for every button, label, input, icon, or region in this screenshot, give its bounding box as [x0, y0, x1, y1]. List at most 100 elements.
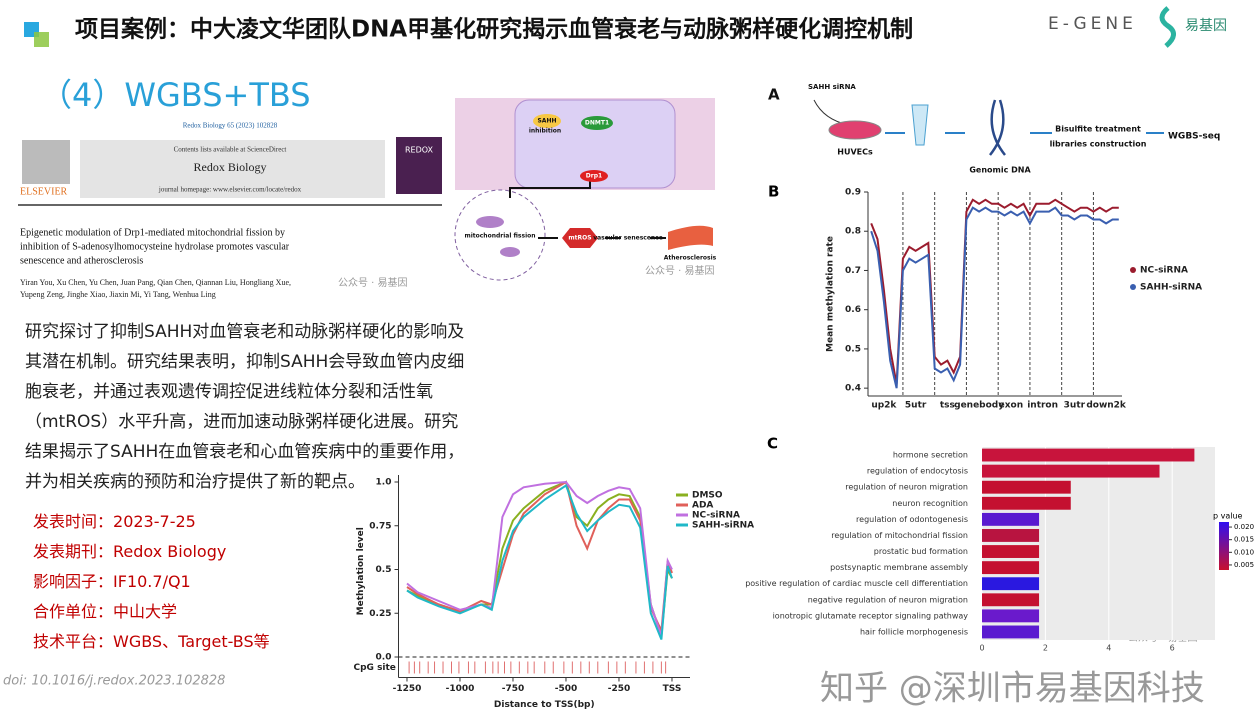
colorbar	[1219, 522, 1229, 570]
paper-authors: Yupeng Zeng, Jinghe Xiao, Jiaxin Mi, Yi …	[20, 290, 216, 299]
info-value: Redox Biology	[113, 542, 226, 561]
x-tick-label: 5utr	[905, 401, 927, 411]
publisher-logo	[22, 140, 70, 184]
y-tick-label: 0.5	[845, 344, 861, 354]
x-tick-label: -1000	[446, 684, 475, 694]
x-tick-label: 3utr	[1064, 401, 1086, 411]
info-value: WGBS、Target-BS等	[113, 632, 270, 651]
cpg-label: CpG site	[354, 663, 396, 673]
panel-a-label: libraries construction	[1050, 140, 1147, 149]
colorbar-title: p value	[1213, 512, 1243, 521]
info-label: 影响因子：	[33, 572, 113, 591]
y-tick-label: postsynaptic membrane assembly	[830, 563, 968, 572]
slide-title: 项目案例：中大凌文华团队DNA甲基化研究揭示血管衰老与动脉粥样硬化调控机制	[75, 16, 913, 43]
y-tick-label: regulation of neuron migration	[845, 483, 968, 492]
x-axis-title: Distance to TSS(bp)	[494, 700, 595, 710]
abstract-label: vascular senescence	[593, 235, 663, 242]
paper-authors: Yiran You, Xu Chen, Yu Chen, Juan Pang, …	[20, 278, 291, 287]
sahh-shape	[533, 114, 561, 128]
y-axis-title: Methylation level	[356, 527, 366, 615]
bar	[982, 448, 1195, 462]
contents: Contents lists available at ScienceDirec…	[174, 146, 287, 154]
y-tick-label: regulation of mitochondrial fission	[831, 531, 968, 540]
legend-label: NC-siRNA	[692, 511, 740, 521]
x-tick-label: down2k	[1086, 401, 1127, 411]
summary-line: 研究探讨了抑制SAHH对血管衰老和动脉粥样硬化的影响及	[25, 322, 464, 342]
x-tick-label: up2k	[871, 401, 897, 411]
y-tick-label: prostatic bud formation	[874, 547, 968, 556]
cover-text: REDOX	[405, 146, 434, 155]
y-tick-label: 0.25	[369, 609, 391, 619]
y-tick-label: neuron recognition	[892, 499, 968, 508]
y-tick-label: 1.0	[376, 478, 392, 488]
paper-title: senescence and atherosclerosis	[20, 255, 143, 266]
colorbar-label: 0.020	[1234, 523, 1254, 531]
dnmt-shape	[581, 116, 613, 130]
y-tick-label: 0.4	[845, 384, 861, 394]
cover	[396, 137, 442, 194]
abstract-label: DNMT1	[585, 120, 609, 127]
bar	[982, 529, 1040, 542]
mito	[476, 216, 504, 228]
plot-bg	[982, 447, 1215, 640]
arrow	[813, 99, 850, 126]
arrow	[509, 180, 591, 198]
bar	[982, 512, 1040, 526]
info-item: 技术平台：WGBS、Target-BS等	[33, 632, 270, 651]
y-tick-label: 0.9	[845, 188, 861, 198]
summary-line: 结果揭示了SAHH在血管衰老和心血管疾病中的重要作用，	[25, 442, 464, 462]
x-tick-label: intron	[1027, 401, 1058, 411]
y-tick-label: hormone secretion	[893, 451, 968, 460]
dna	[989, 99, 1006, 156]
paper-title: Epigenetic modulation of Drp1-mediated m…	[20, 227, 285, 238]
x-tick-label: genebody	[954, 401, 1004, 411]
panel-a-label: A	[768, 86, 780, 104]
mito-circle	[454, 189, 546, 281]
panel-a-label: Bisulfite treatment	[1055, 125, 1141, 134]
y-tick-label: 0.8	[845, 227, 861, 237]
summary-line: 胞衰老，并通过表观遗传调控促进线粒体分裂和活性氧	[25, 382, 433, 402]
panel-a-label: WGBS-seq	[1168, 132, 1220, 142]
abstract-label: mitochondrial fission	[464, 233, 535, 240]
panel-label: B	[768, 183, 779, 201]
watermark: 知乎 @深圳市易基因科技	[820, 669, 1205, 709]
info-value: IF10.7/Q1	[113, 572, 191, 591]
logo-text: E-GENE	[1048, 14, 1137, 34]
publisher: ELSEVIER	[20, 186, 68, 197]
logo-mark	[1159, 6, 1176, 48]
legend-label: DMSO	[692, 491, 723, 501]
y-tick-label: negative regulation of neuron migration	[808, 595, 968, 604]
journal: Redox Biology	[193, 160, 266, 174]
legend-marker	[1130, 267, 1136, 273]
info-label: 发表期刊：	[33, 542, 113, 561]
bar	[982, 496, 1071, 510]
bar	[982, 625, 1040, 639]
summary-line: 其潜在机制。研究结果表明，抑制SAHH会导致血管内皮细	[25, 352, 464, 372]
bar	[982, 545, 1040, 558]
bar	[982, 480, 1071, 494]
x-tick-label: 6	[1170, 644, 1175, 653]
bar	[982, 609, 1040, 623]
series-line	[406, 480, 673, 637]
x-tick-label: exon	[999, 401, 1024, 411]
y-tick-label: 0.75	[369, 521, 391, 531]
x-tick-label: -500	[555, 684, 578, 694]
abstract-label: inhibition	[529, 128, 561, 135]
series-line	[406, 483, 673, 640]
info-item: 发表期刊：Redox Biology	[33, 542, 226, 561]
watermark-small: 公众号 · 易基因	[338, 276, 408, 289]
legend-label: ADA	[692, 501, 713, 511]
tube	[911, 104, 929, 146]
logo-cn: 易基因	[1185, 17, 1227, 34]
x-tick-label: tss	[940, 401, 955, 411]
series-line	[870, 198, 1119, 385]
series-line	[870, 206, 1119, 389]
legend-label: NC-siRNA	[1140, 266, 1188, 276]
y-tick-label: positive regulation of cardiac muscle ce…	[745, 579, 968, 588]
y-tick-label: 0.7	[845, 266, 861, 276]
drp1-shape	[580, 170, 608, 182]
info-label: 发表时间：	[33, 512, 113, 531]
panel-a-label: Genomic DNA	[969, 166, 1031, 175]
abstract-label: Drp1	[586, 173, 602, 180]
bar	[982, 577, 1040, 591]
